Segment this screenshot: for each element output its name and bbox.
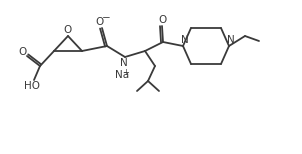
Text: N: N: [120, 58, 128, 68]
Text: N: N: [227, 35, 235, 45]
Text: Na: Na: [115, 70, 129, 80]
Text: +: +: [123, 67, 130, 77]
Text: −: −: [102, 13, 110, 23]
Text: O: O: [64, 25, 72, 35]
Text: N: N: [181, 35, 189, 45]
Text: O: O: [95, 17, 103, 27]
Text: O: O: [18, 47, 26, 57]
Text: HO: HO: [24, 81, 40, 91]
Text: O: O: [159, 15, 167, 25]
